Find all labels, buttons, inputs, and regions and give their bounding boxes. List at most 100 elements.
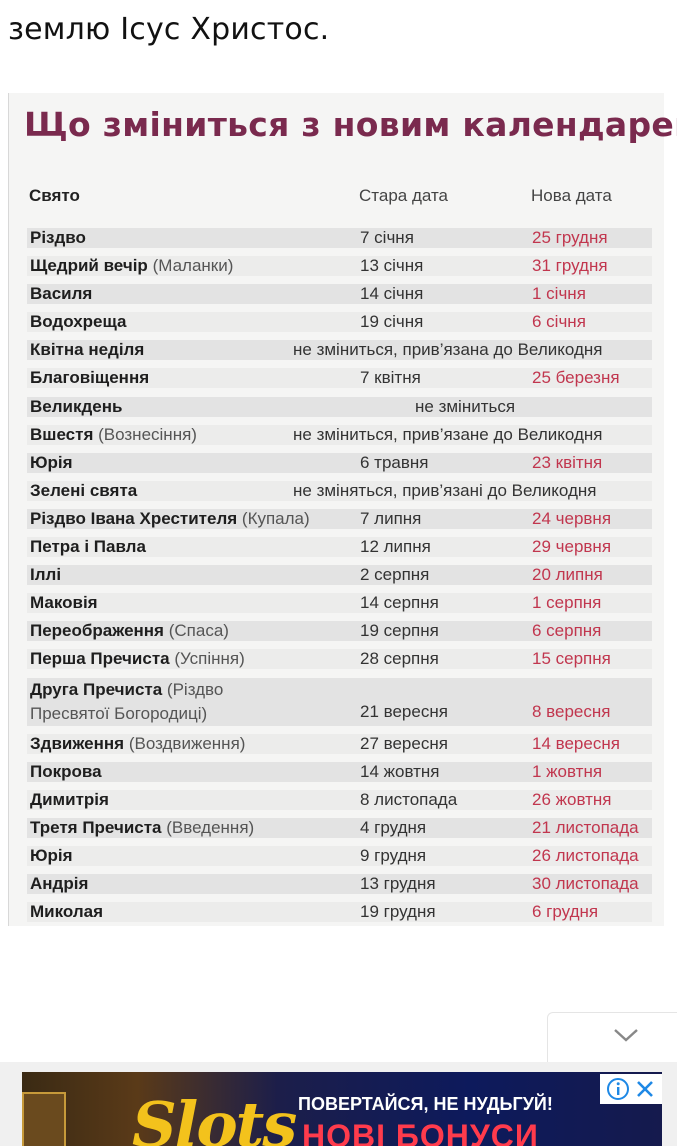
table-row: Вшестя (Вознесіння) не зміниться, прив’яз…: [27, 422, 652, 450]
row-band: [27, 508, 652, 529]
old-date: 9 грудня: [360, 845, 427, 865]
new-date: 26 жовтня: [532, 789, 612, 809]
table-row: Здвиження (Воздвиження) 27 вересня 14 вере…: [27, 731, 652, 759]
holiday-name: Зелені свята: [30, 481, 137, 501]
holiday-alt-name: (Купала): [241, 508, 310, 528]
table-row: Василя 14 січня 1 січня: [27, 281, 652, 309]
old-date: 7 квітня: [360, 368, 421, 388]
holiday-name: Квітна неділя: [30, 340, 144, 360]
holiday-title: Друга Пречиста: [30, 679, 163, 699]
row-band: [27, 789, 652, 810]
table-row: Різдво 7 січня 25 грудня: [27, 225, 652, 253]
row-band: [27, 817, 652, 838]
holiday-title: Водохреща: [30, 312, 127, 332]
holiday-title: Василя: [30, 284, 93, 304]
holiday-name: Димитрія: [30, 790, 109, 810]
new-date: 25 березня: [532, 368, 620, 388]
table-row: Водохреща 19 січня 6 січня: [27, 309, 652, 337]
unchanged-note: не зміняться, прив’язані до Великодня: [293, 480, 597, 500]
table-row: Великдень не зміниться: [27, 394, 652, 422]
holiday-alt-name: (Різдво: [166, 679, 224, 699]
collapse-ad-button[interactable]: [547, 1012, 677, 1063]
holiday-title: Димитрія: [30, 789, 109, 809]
new-date: 1 січня: [532, 284, 586, 304]
holiday-title: Зелені свята: [30, 480, 138, 500]
row-band: [27, 677, 652, 726]
ad-banner[interactable]: Slots ПОВЕРТАЙСЯ, НЕ НУДЬГУЙ! НОВІ БОНУС…: [22, 1072, 662, 1146]
holiday-title: Іллі: [30, 565, 62, 585]
holiday-name: Переображення (Спаса): [30, 621, 229, 641]
article-text: землю Ісус Христос.: [8, 12, 330, 47]
holiday-name: Іллі: [30, 565, 61, 585]
close-icon[interactable]: [634, 1078, 656, 1100]
holiday-name: Петра і Павла: [30, 537, 146, 557]
ad-logo: Slots: [132, 1088, 297, 1146]
holiday-title: Третя Пречиста: [30, 817, 162, 837]
new-date: 6 грудня: [532, 902, 599, 922]
row-band: [27, 761, 652, 782]
table-row: Благовіщення 7 квітня 25 березня: [27, 365, 652, 393]
old-date: 12 липня: [360, 537, 431, 557]
old-date: 4 грудня: [360, 817, 427, 837]
holiday-title: Різдво Івана Хрестителя: [30, 508, 238, 528]
row-band: [27, 621, 652, 642]
new-date: 1 серпня: [532, 593, 602, 613]
table-row: Квітна неділя не зміниться, прив’язана до…: [27, 337, 652, 365]
holiday-title: Квітна неділя: [30, 340, 145, 360]
old-date: 2 серпня: [360, 565, 430, 585]
row-band: [27, 368, 652, 389]
old-date: 7 липня: [360, 508, 422, 528]
row-band: [27, 873, 652, 894]
holiday-name: Різдво: [30, 228, 86, 248]
header-holiday: Свято: [29, 186, 80, 205]
info-icon[interactable]: [606, 1077, 630, 1101]
row-band: [27, 452, 652, 473]
row-band: [27, 649, 652, 670]
holiday-title: Благовіщення: [30, 368, 150, 388]
holiday-name: Щедрий вечір (Маланки): [30, 256, 233, 276]
holiday-title: Андрія: [30, 873, 89, 893]
row-band: [27, 256, 652, 277]
row-band: [27, 340, 652, 361]
old-date: 14 серпня: [360, 593, 439, 613]
holiday-alt-name: (Успіння): [174, 649, 245, 669]
holiday-name: Здвиження (Воздвиження): [30, 734, 245, 754]
holiday-alt-name: (Маланки): [152, 256, 234, 276]
calendar-table-image: Що зміниться з новим календарем Свято Ст…: [8, 93, 677, 927]
row-band: [27, 424, 652, 445]
old-date: 19 січня: [360, 312, 424, 332]
holiday-title: Вшестя: [30, 424, 94, 444]
table-body: Різдво 7 січня 25 грудня Щедрий вечір (Мала…: [27, 225, 652, 927]
table-row: Різдво Івана Хрестителя (Купала) 7 липня 2…: [27, 506, 652, 534]
holiday-title: Петра і Павла: [30, 537, 146, 557]
ad-banner-container: Slots ПОВЕРТАЙСЯ, НЕ НУДЬГУЙ! НОВІ БОНУС…: [0, 1062, 677, 1146]
ad-headline: НОВІ БОНУСИ: [302, 1118, 539, 1146]
new-date: 8 вересня: [532, 701, 611, 721]
new-date: 23 квітня: [532, 452, 603, 472]
old-date: 14 січня: [360, 284, 424, 304]
ad-treasure-decoration: [22, 1092, 66, 1146]
old-date: 7 січня: [360, 228, 414, 247]
table-row: Щедрий вечір (Маланки) 13 січня 31 грудня: [27, 253, 652, 281]
table-row: Зелені свята не зміняться, прив’язані до …: [27, 478, 652, 506]
holiday-title: Миколая: [30, 902, 104, 922]
unchanged-note: не зміниться, прив’язана до Великодня: [293, 340, 603, 360]
table-row: Третя Пречиста (Введення) 4 грудня 21 лист…: [27, 815, 652, 843]
table-row: Переображення (Спаса) 19 серпня 6 серпня: [27, 618, 652, 646]
ad-controls: [600, 1074, 662, 1104]
new-date: 25 грудня: [532, 228, 608, 247]
unchanged-note: не зміниться: [415, 396, 516, 416]
new-date: 14 вересня: [532, 733, 620, 753]
table-row: Друга Пречиста (Різдво Пресвятої Богороди…: [27, 675, 652, 731]
table-title: Що зміниться з новим календарем: [24, 105, 677, 144]
new-date: 20 липня: [532, 565, 603, 585]
row-band: [27, 845, 652, 866]
holiday-alt-name-cont: Пресвятої Богородиці): [30, 703, 208, 723]
row-band: [27, 396, 652, 417]
old-date: 21 вересня: [360, 701, 448, 721]
holiday-title: Юрія: [30, 845, 73, 865]
table-row: Миколая 19 грудня 6 грудня: [27, 899, 652, 927]
row-band: [27, 537, 652, 558]
old-date: 14 жовтня: [360, 761, 440, 781]
new-date: 26 листопада: [532, 845, 639, 865]
